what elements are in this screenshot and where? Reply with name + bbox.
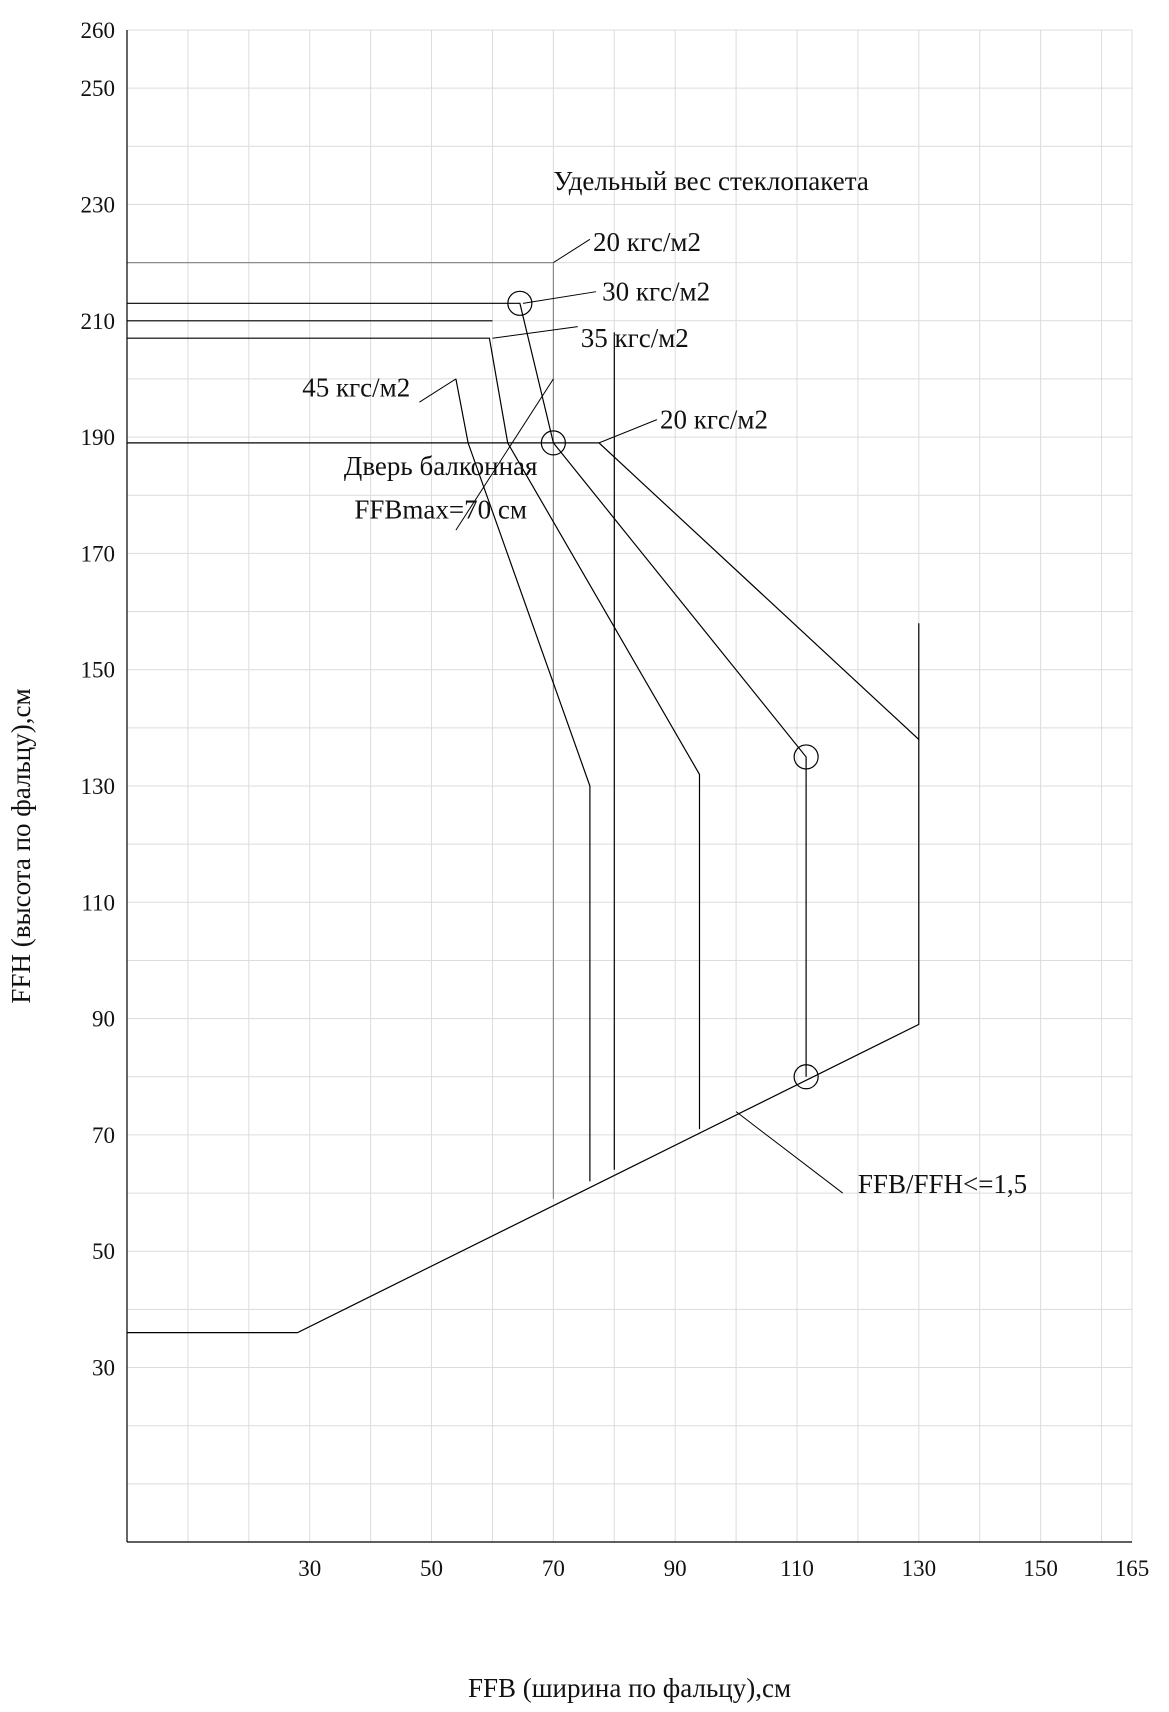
y-tick-label: 70: [92, 1123, 115, 1148]
y-axis-title: FFH (высота по фальцу),см: [6, 688, 36, 1003]
leader-line-a20_top: [553, 238, 591, 264]
point-marker: [540, 430, 566, 456]
annotation-a35: 35 кгс/м2: [581, 323, 689, 353]
point-marker: [507, 290, 533, 316]
annotation-a20_top: 20 кгс/м2: [593, 227, 701, 257]
series-line-w20_low: [127, 442, 920, 741]
axes: [126, 30, 1132, 1543]
y-tick-label: 190: [81, 425, 116, 450]
leader-line-a30: [522, 291, 597, 304]
annotations: Удельный вес стеклопакета 20 кгс/м2 30 кгс…: [302, 166, 1027, 1199]
y-tick-label: 50: [92, 1239, 115, 1264]
leader-line-a35: [492, 326, 578, 339]
y-tick-label: 90: [92, 1007, 115, 1032]
point-marker: [793, 1064, 819, 1090]
leader-line-a45: [419, 378, 457, 403]
series-lines: [127, 262, 920, 1334]
series-line-w20: [127, 262, 555, 1199]
annotation-ratio: FFB/FFH<=1,5: [858, 1169, 1027, 1199]
x-tick-label: 165: [1115, 1556, 1150, 1581]
annotation-a30: 30 кгс/м2: [602, 276, 710, 306]
x-tick-label: 150: [1023, 1556, 1058, 1581]
x-tick-label: 90: [664, 1556, 687, 1581]
annotation-legend_title: Удельный вес стеклопакета: [553, 166, 868, 196]
series-line-w45: [455, 378, 591, 1182]
x-axis-title: FFB (ширина по фальцу),см: [468, 1673, 791, 1703]
markers: [507, 290, 819, 1090]
leader-line-ratio: [735, 1111, 843, 1194]
y-tick-label: 250: [81, 76, 116, 101]
y-tick-label: 150: [81, 658, 116, 683]
y-tick-label: 110: [81, 890, 115, 915]
x-tick-label: 50: [420, 1556, 443, 1581]
x-tick-label: 130: [902, 1556, 937, 1581]
annotation-a20_low: 20 кгс/м2: [660, 404, 768, 434]
leader-line-balcony2: [455, 378, 554, 531]
y-tick-label: 230: [81, 192, 116, 217]
point-marker: [793, 744, 819, 770]
x-tick-label: 30: [298, 1556, 321, 1581]
x-tick-label: 70: [542, 1556, 565, 1581]
y-tick-label: 130: [81, 774, 116, 799]
y-tick-label: 170: [81, 541, 116, 566]
tick-labels: 30 50 70 90 110 130 150 165 30 50 70 90 110 130 150 170…: [81, 18, 1150, 1581]
annotation-balcony1: Дверь балконная: [344, 451, 538, 481]
series-line-lower_bound: [127, 739, 920, 1334]
y-tick-label: 30: [92, 1356, 115, 1381]
annotation-balcony2: FFBmax=70 см: [354, 494, 527, 524]
annotation-a45: 45 кгс/м2: [302, 372, 410, 402]
y-tick-label: 260: [81, 18, 116, 43]
y-tick-label: 210: [81, 309, 116, 334]
x-tick-label: 110: [780, 1556, 814, 1581]
leader-line-a20_low: [598, 419, 658, 444]
